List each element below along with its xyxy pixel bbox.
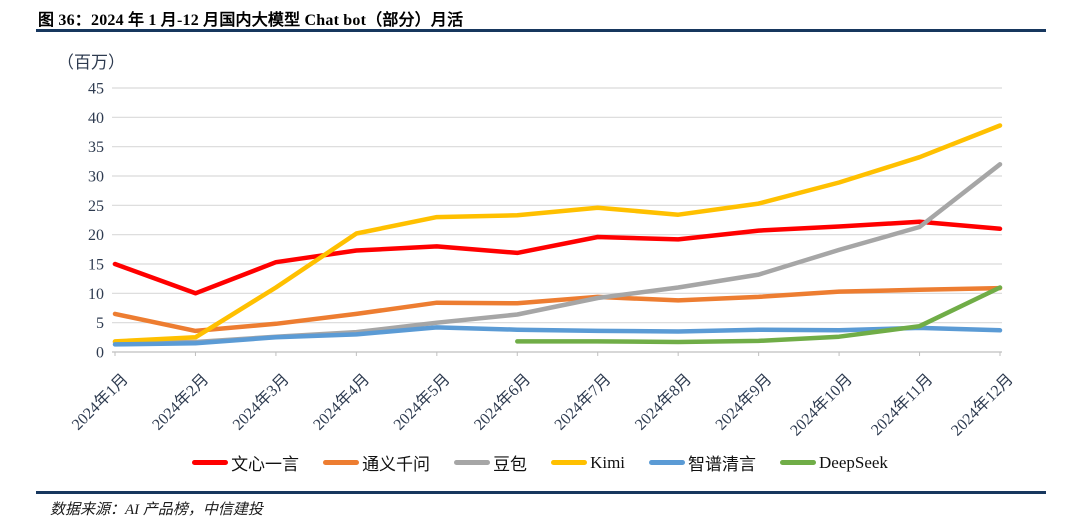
legend-item-deepseek: DeepSeek xyxy=(780,453,888,473)
series-line-kimi xyxy=(112,123,1003,344)
legend-swatch-wenxinyiyan xyxy=(192,460,229,465)
legend-label-kimi: Kimi xyxy=(590,452,626,472)
data-source: 数据来源：AI 产品榜，中信建投 xyxy=(50,502,263,518)
legend-item-zhipuqingyan: 智谱清言 xyxy=(649,450,756,475)
legend-item-tongyiqianwen: 通义千问 xyxy=(323,450,430,475)
x-axis-tick-label: 2024年8月 xyxy=(631,370,695,434)
y-axis-tick-label: 15 xyxy=(88,257,104,274)
x-axis-tick-label: 2024年11月 xyxy=(867,370,936,439)
chart-legend: 文心一言 通义千问 豆包 Kimi 智谱清言 DeepSeek xyxy=(0,450,1080,475)
series-line-zhipuqingyan xyxy=(112,325,1003,347)
legend-item-wenxinyiyan: 文心一言 xyxy=(192,450,299,475)
x-axis-tick-label: 2024年4月 xyxy=(310,370,374,434)
series-line-deepseek xyxy=(515,285,1003,345)
legend-swatch-zhipuqingyan xyxy=(649,460,686,465)
legend-item-doubao: 豆包 xyxy=(454,450,527,475)
legend-label-tongyiqianwen: 通义千问 xyxy=(362,455,431,474)
y-axis-tick-label: 40 xyxy=(88,110,104,127)
y-axis-tick-label: 20 xyxy=(88,227,104,244)
x-axis-tick-label: 2024年3月 xyxy=(229,370,293,434)
series-line-doubao xyxy=(112,162,1003,345)
legend-label-doubao: 豆包 xyxy=(493,455,528,474)
x-axis-tick-label: 2024年7月 xyxy=(551,370,615,434)
y-axis-tick-label: 0 xyxy=(96,345,104,362)
x-axis-tick-label: 2024年1月 xyxy=(68,370,132,434)
series-line-tongyiqianwen xyxy=(112,285,1003,334)
footer-divider xyxy=(36,491,1046,494)
x-axis-tick-label: 2024年5月 xyxy=(390,370,454,434)
y-axis-tick-label: 45 xyxy=(88,81,104,98)
x-axis-tick-label: 2024年2月 xyxy=(149,370,213,434)
legend-swatch-deepseek xyxy=(780,460,817,465)
title-divider xyxy=(36,29,1046,32)
y-axis-tick-label: 25 xyxy=(88,198,104,215)
legend-label-zhipuqingyan: 智谱清言 xyxy=(688,455,757,474)
y-axis-tick-label: 30 xyxy=(88,169,104,186)
y-axis-unit-label: （百万） xyxy=(57,53,125,72)
y-axis-tick-label: 5 xyxy=(96,315,104,332)
figure-title: 图 36：2024 年 1 月-12 月国内大模型 Chat bot（部分）月活 xyxy=(38,12,464,29)
legend-label-deepseek: DeepSeek xyxy=(819,452,888,472)
y-axis-tick-label: 10 xyxy=(88,286,104,303)
x-axis-tick-label: 2024年12月 xyxy=(948,370,1017,439)
legend-swatch-tongyiqianwen xyxy=(323,460,360,465)
y-axis-tick-label: 35 xyxy=(88,139,104,156)
series-line-wenxinyiyan xyxy=(112,219,1003,296)
x-axis-tick-label: 2024年6月 xyxy=(470,370,534,434)
legend-item-kimi: Kimi xyxy=(551,453,625,473)
legend-label-wenxinyiyan: 文心一言 xyxy=(231,455,300,474)
legend-swatch-kimi xyxy=(551,460,588,465)
legend-swatch-doubao xyxy=(454,460,491,465)
x-axis-tick-label: 2024年10月 xyxy=(787,370,856,439)
x-axis-tick-label: 2024年9月 xyxy=(712,370,776,434)
